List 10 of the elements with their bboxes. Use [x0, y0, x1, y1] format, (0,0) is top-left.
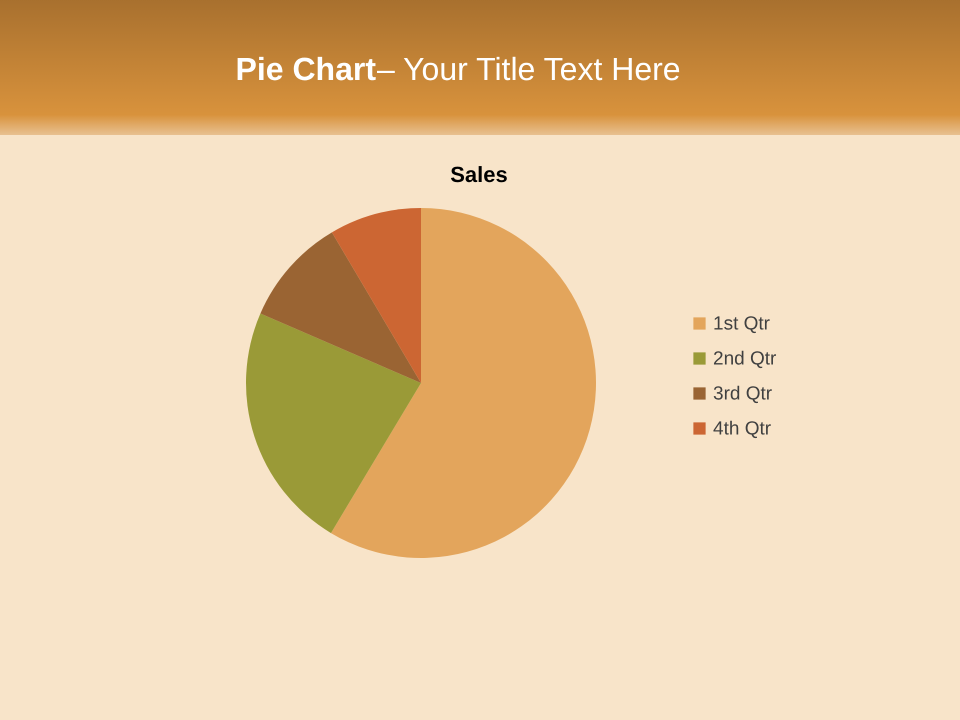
pie-slice — [260, 232, 421, 383]
legend-label: 1st Qtr — [713, 314, 771, 334]
chart-subtitle: Sales — [450, 162, 508, 187]
pie-slice — [330, 208, 596, 558]
legend-label: 4th Qtr — [713, 418, 772, 440]
pie-slice — [332, 208, 421, 383]
legend-label: 2nd Qtr — [713, 348, 778, 370]
pie-slice — [246, 314, 421, 534]
chart-title: Pie Chart– Your Title Text Here — [236, 51, 681, 87]
legend-label: 3rd Qtr — [713, 384, 773, 404]
